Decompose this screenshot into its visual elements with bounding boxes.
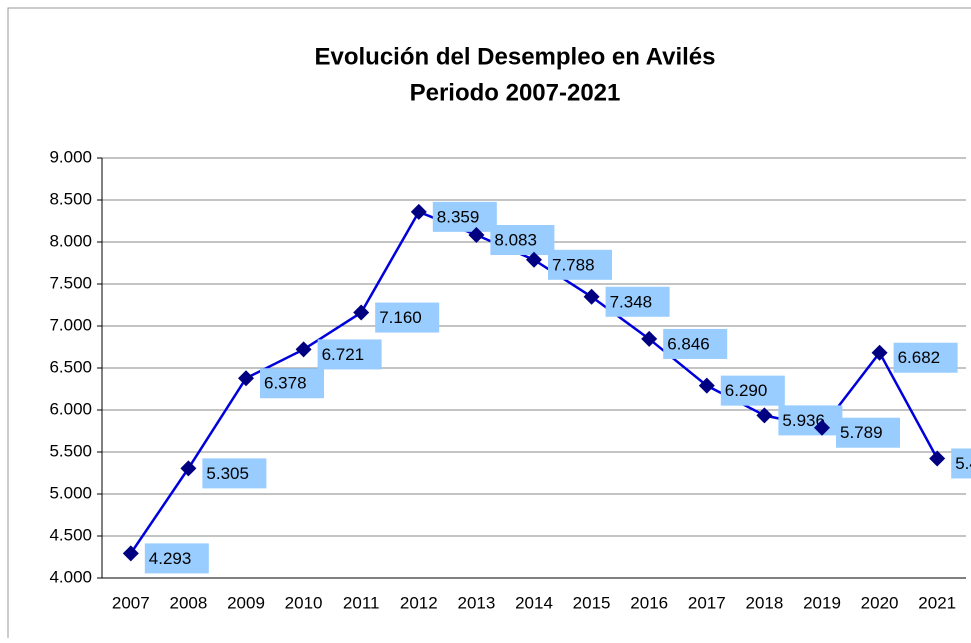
data-label: 6.846 xyxy=(667,334,710,353)
data-label-box xyxy=(720,375,785,406)
marker xyxy=(238,370,254,387)
x-tick-label: 2017 xyxy=(688,593,726,612)
data-label: 6.290 xyxy=(725,381,768,400)
data-label-box xyxy=(490,225,555,256)
data-label: 7.160 xyxy=(379,308,422,327)
chart-title: Evolución del Desempleo en Avilés xyxy=(314,43,715,70)
y-tick-label: 8.500 xyxy=(49,189,92,208)
data-label: 8.359 xyxy=(437,207,480,226)
data-label-box xyxy=(432,201,497,232)
marker xyxy=(814,419,830,436)
data-label: 5.789 xyxy=(840,423,883,442)
data-label: 6.682 xyxy=(898,348,941,367)
data-label: 5.936 xyxy=(782,411,825,430)
marker xyxy=(583,288,600,305)
data-label: 5.305 xyxy=(206,464,249,483)
y-tick-label: 7.000 xyxy=(49,315,92,334)
x-tick-label: 2018 xyxy=(745,593,783,612)
y-tick-label: 5.000 xyxy=(49,483,92,502)
data-label-box xyxy=(144,543,209,574)
x-tick-label: 2016 xyxy=(630,593,668,612)
marker xyxy=(353,304,370,321)
marker xyxy=(295,341,312,358)
data-label: 4.293 xyxy=(149,549,192,568)
x-tick-label: 2012 xyxy=(400,593,438,612)
marker xyxy=(468,227,485,244)
marker xyxy=(756,407,773,424)
x-tick-label: 2021 xyxy=(918,593,956,612)
chart-subtitle: Periodo 2007-2021 xyxy=(410,79,621,106)
data-label-box xyxy=(202,458,267,489)
x-tick-label: 2007 xyxy=(112,593,150,612)
x-tick-label: 2020 xyxy=(861,593,899,612)
x-tick-label: 2019 xyxy=(803,593,841,612)
y-tick-label: 4.000 xyxy=(49,567,92,586)
data-label-box xyxy=(663,328,728,359)
marker xyxy=(641,330,658,347)
y-tick-label: 9.000 xyxy=(49,147,92,166)
data-label: 7.788 xyxy=(552,255,595,274)
y-tick-label: 8.000 xyxy=(49,231,92,250)
x-tick-label: 2015 xyxy=(573,593,611,612)
data-label: 5.423 xyxy=(955,454,971,473)
data-label-box xyxy=(778,405,843,436)
marker xyxy=(410,203,427,220)
data-label-box xyxy=(893,342,958,373)
x-tick-label: 2014 xyxy=(515,593,553,612)
marker xyxy=(929,450,946,467)
x-tick-label: 2013 xyxy=(457,593,495,612)
y-tick-label: 6.000 xyxy=(49,399,92,418)
marker xyxy=(526,251,542,268)
y-tick-label: 6.500 xyxy=(49,357,92,376)
data-label-box xyxy=(951,448,971,479)
data-label: 8.083 xyxy=(494,231,537,250)
data-label: 6.721 xyxy=(322,345,365,364)
data-label: 7.348 xyxy=(610,292,653,311)
data-label-box xyxy=(605,286,670,317)
x-tick-label: 2009 xyxy=(227,593,265,612)
marker xyxy=(122,545,139,562)
x-tick-label: 2011 xyxy=(343,593,380,612)
data-label-box xyxy=(317,339,382,370)
y-tick-label: 4.500 xyxy=(49,525,92,544)
marker xyxy=(698,377,715,394)
data-label-box xyxy=(836,417,900,448)
data-label-box xyxy=(548,249,612,280)
x-tick-label: 2010 xyxy=(285,593,323,612)
marker xyxy=(871,344,888,361)
data-label: 6.378 xyxy=(264,374,307,393)
x-tick-label: 2008 xyxy=(169,593,207,612)
y-tick-label: 7.500 xyxy=(49,273,92,292)
y-tick-label: 5.500 xyxy=(49,441,92,460)
marker xyxy=(180,460,197,477)
data-label-box xyxy=(260,368,324,399)
data-label-box xyxy=(375,302,440,333)
